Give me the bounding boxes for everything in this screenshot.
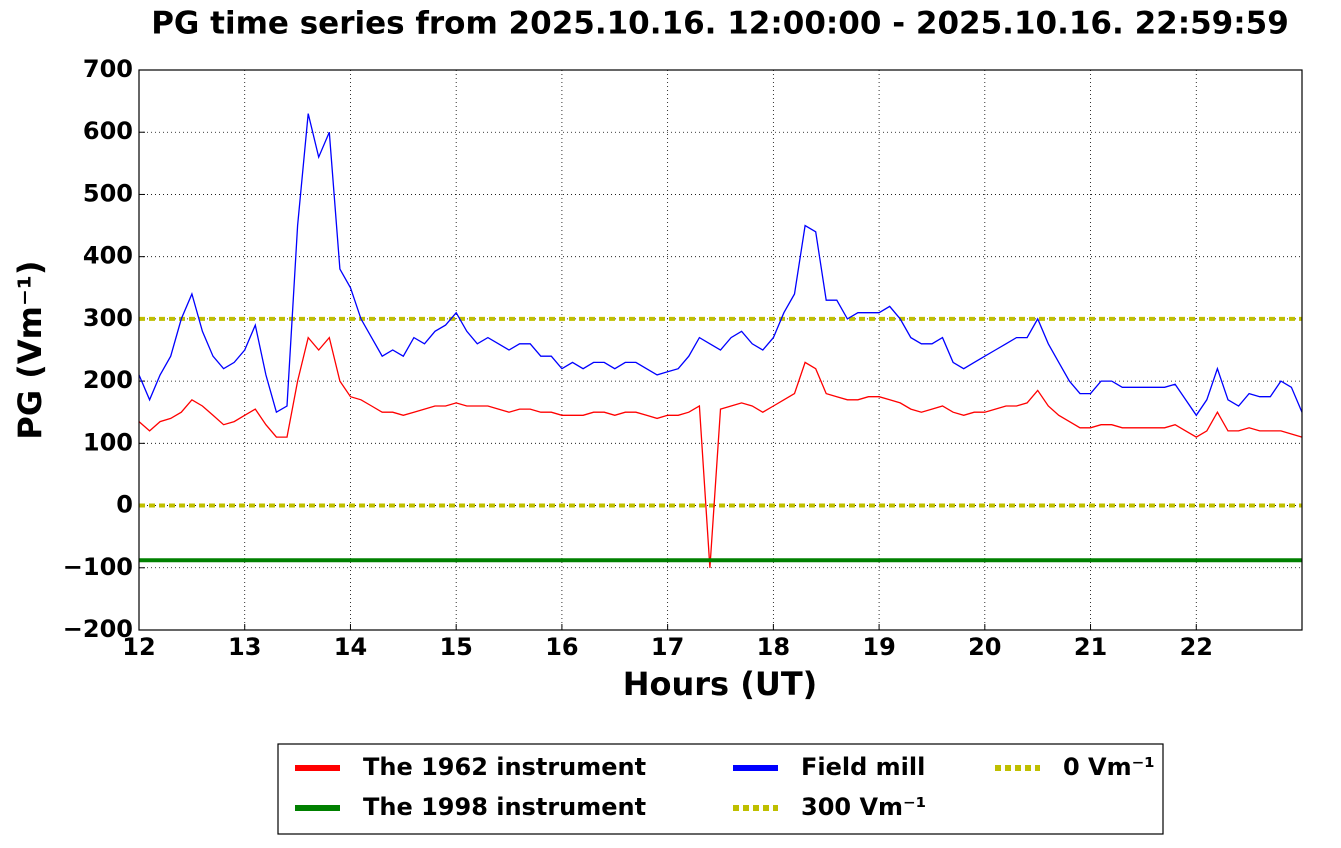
y-tick-label: 0	[116, 491, 133, 519]
series-line	[138, 113, 1303, 417]
x-tick-label: 21	[1074, 633, 1107, 661]
legend-label: The 1962 instrument	[363, 753, 646, 781]
legend-box	[277, 743, 1164, 835]
y-tick-label: 200	[83, 366, 133, 394]
x-tick-label: 13	[228, 633, 261, 661]
chart-title: PG time series from 2025.10.16. 12:00:00…	[151, 6, 1289, 42]
x-tick-label: 22	[1180, 633, 1213, 661]
x-tick-label: 15	[439, 633, 472, 661]
legend-label: 300 Vm⁻¹	[801, 793, 926, 821]
plot-frame	[138, 69, 1303, 631]
x-axis-label: Hours (UT)	[623, 665, 818, 703]
series-line	[138, 336, 1303, 568]
legend-label: The 1998 instrument	[363, 793, 646, 821]
y-tick-label: 300	[83, 304, 133, 332]
x-tick-label: 17	[651, 633, 684, 661]
x-tick-label: 18	[757, 633, 790, 661]
y-tick-label: 700	[83, 55, 133, 83]
x-tick-label: 19	[862, 633, 895, 661]
y-tick-label: 400	[83, 242, 133, 270]
y-tick-label: 500	[83, 179, 133, 207]
y-axis-label: PG (Vm⁻¹)	[11, 260, 49, 439]
y-tick-label: 600	[83, 117, 133, 145]
x-tick-label: 16	[545, 633, 578, 661]
x-tick-label: 14	[334, 633, 367, 661]
x-tick-label: 12	[122, 633, 155, 661]
legend-label: Field mill	[801, 753, 925, 781]
y-tick-label: −200	[63, 615, 133, 643]
legend-label: 0 Vm⁻¹	[1063, 753, 1155, 781]
y-tick-label: 100	[83, 428, 133, 456]
y-tick-label: −100	[63, 553, 133, 581]
x-tick-label: 20	[968, 633, 1001, 661]
